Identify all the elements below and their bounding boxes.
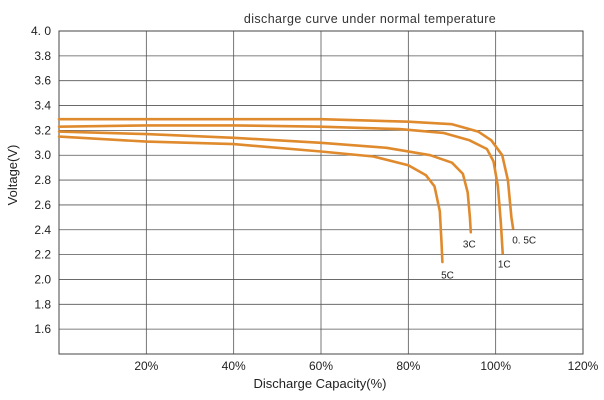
tick-labels: 1.6 1.8 2.0 2.2 2.4 2.6 2.8 3.0 3.2 3.4 3.6 3.8 4. 0… (31, 24, 599, 373)
y-tick-label: 2.8 (34, 173, 51, 187)
series-line-1 (57, 124, 504, 255)
x-tick-label: 60% (309, 359, 333, 373)
series-label-2: 3C (463, 239, 476, 250)
y-tick-label: 3.6 (34, 74, 51, 88)
y-tick-label: 2.0 (34, 272, 51, 286)
series: 0. 5C 1C 3C 5C (57, 117, 536, 281)
series-line-2 (57, 130, 473, 234)
x-tick-label: 20% (134, 359, 158, 373)
x-axis-title: Discharge Capacity(%) (254, 376, 387, 391)
chart-title: discharge curve under normal temperature (244, 12, 496, 26)
y-tick-label: 4. 0 (31, 24, 51, 38)
y-tick-label: 3.8 (34, 49, 51, 63)
series-label-0: 0. 5C (512, 236, 536, 247)
y-tick-label: 3.2 (34, 123, 51, 137)
series-label-1: 1C (498, 259, 511, 270)
y-tick-label: 1.6 (34, 322, 51, 336)
y-tick-label: 1.8 (34, 297, 51, 311)
y-tick-label: 2.6 (34, 198, 51, 212)
x-tick-label: 80% (396, 359, 420, 373)
y-tick-label: 3.0 (34, 148, 51, 162)
y-tick-label: 2.4 (34, 223, 51, 237)
y-axis-title: Voltage(V) (5, 145, 20, 206)
x-tick-label: 120% (568, 359, 599, 373)
series-line-0 (57, 117, 515, 230)
y-tick-label: 3.4 (34, 99, 51, 113)
grid (59, 30, 584, 354)
y-tick-label: 2.2 (34, 248, 51, 262)
x-tick-label: 100% (480, 359, 511, 373)
x-tick-label: 40% (222, 359, 246, 373)
plot-border (58, 30, 584, 355)
series-line-3 (57, 135, 444, 264)
series-label-3: 5C (441, 270, 454, 281)
